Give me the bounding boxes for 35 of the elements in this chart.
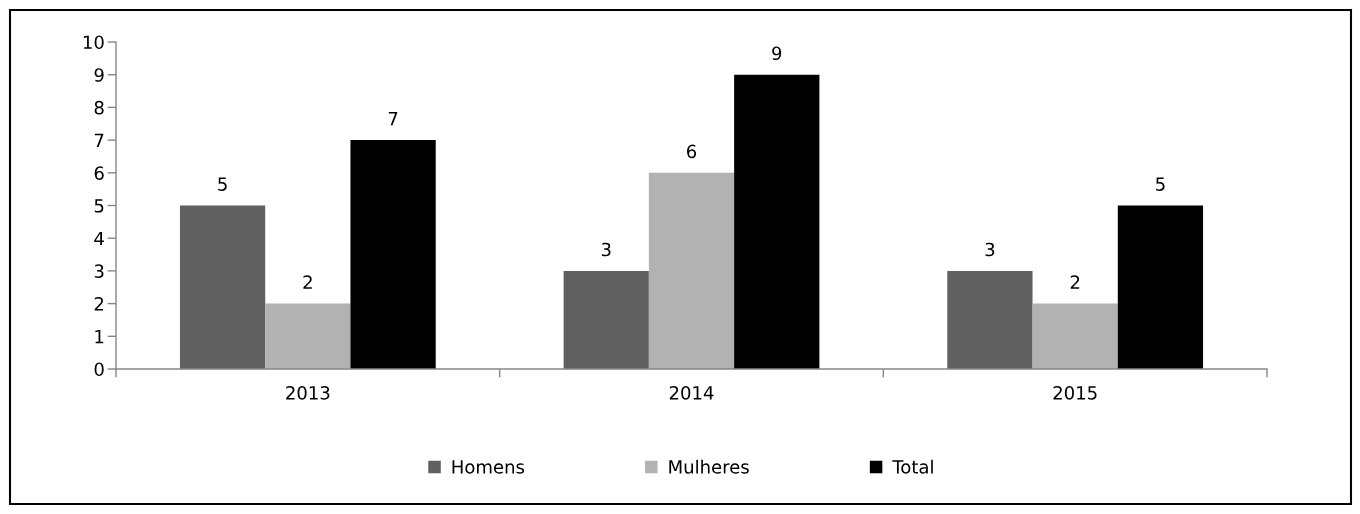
legend-label: Total [892,459,933,474]
bar [648,172,735,369]
bar [947,270,1033,369]
data-label: 3 [601,242,611,257]
y-tick-label: 5 [94,199,104,213]
data-label: 5 [1156,177,1165,191]
bar [563,270,649,369]
data-label: 2 [303,275,312,289]
y-tick-label: 0 [94,362,104,377]
legend-label: Homens [452,460,525,474]
y-tick-label: 1 [95,330,104,344]
y-tick-label: 4 [94,231,104,246]
data-label: 7 [388,112,398,126]
y-tick-label: 3 [94,264,104,279]
y-tick-label: 9 [94,68,104,82]
y-tick-label: 2 [94,297,104,311]
legend-label: Mulheres [669,459,749,474]
x-tick-label: 2014 [669,385,714,400]
data-label: 2 [1070,275,1080,289]
bar [1032,303,1118,369]
x-tick-label: 2015 [1053,385,1097,400]
y-tick-label: 7 [94,133,104,147]
data-label: 6 [687,144,697,159]
y-tick-label: 6 [94,166,104,180]
x-tick-label: 2013 [286,385,330,400]
y-tick-label: 10 [83,35,104,50]
bar [350,140,436,369]
bar [734,74,820,369]
data-label: 5 [218,177,227,191]
bar [1117,205,1204,369]
data-label: 9 [772,46,782,61]
bar [265,303,351,369]
data-label: 3 [985,242,995,257]
bar [179,205,266,369]
y-tick-label: 8 [94,100,104,115]
